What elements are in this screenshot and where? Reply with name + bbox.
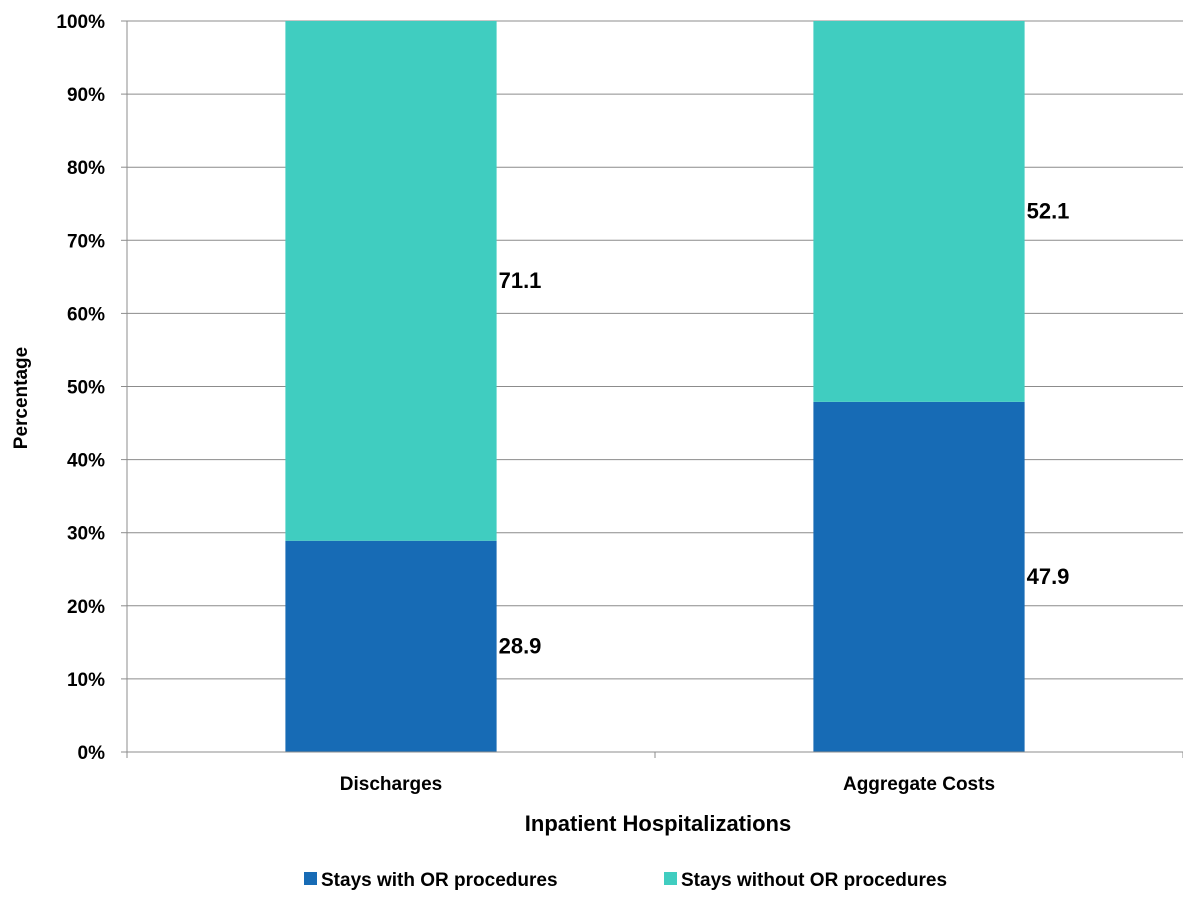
y-tick-label: 0% xyxy=(78,743,106,764)
y-tick-label: 50% xyxy=(67,378,105,399)
y-tick-label: 40% xyxy=(67,451,105,472)
bar-segment xyxy=(285,540,497,752)
legend-swatch xyxy=(664,872,677,885)
data-labels: 28.9 71.1 47.9 52.1 xyxy=(499,198,1070,658)
legend: Stays with OR procedures Stays without OR… xyxy=(304,870,947,891)
y-tick-label: 20% xyxy=(67,597,105,618)
y-tick-label: 10% xyxy=(67,670,105,691)
y-axis-title: Percentage xyxy=(11,347,32,449)
bars xyxy=(285,21,1025,752)
x-tick-label: Discharges xyxy=(340,774,442,795)
x-tick-label: Aggregate Costs xyxy=(843,774,995,795)
y-tick-label: 70% xyxy=(67,231,105,252)
y-tick-label: 90% xyxy=(67,85,105,106)
y-tick-label: 30% xyxy=(67,524,105,545)
y-tick-label: 100% xyxy=(56,12,105,33)
y-tick-label: 60% xyxy=(67,304,105,325)
legend-label: Stays without OR procedures xyxy=(681,870,947,891)
data-label: 71.1 xyxy=(499,268,542,293)
data-label: 28.9 xyxy=(499,633,542,658)
x-axis-title: Inpatient Hospitalizations xyxy=(525,811,791,836)
data-label: 47.9 xyxy=(1027,564,1070,589)
bar-segment xyxy=(813,401,1025,752)
legend-label: Stays with OR procedures xyxy=(321,870,558,891)
bar-segment xyxy=(813,21,1025,402)
legend-swatch xyxy=(304,872,317,885)
y-tick-label: 80% xyxy=(67,158,105,179)
data-label: 52.1 xyxy=(1027,198,1070,223)
axes: 0% 10% 20% 30% 40% 50% 60% 70% 80% 90% 100% Dischar… xyxy=(56,12,1183,795)
bar-segment xyxy=(285,21,497,541)
